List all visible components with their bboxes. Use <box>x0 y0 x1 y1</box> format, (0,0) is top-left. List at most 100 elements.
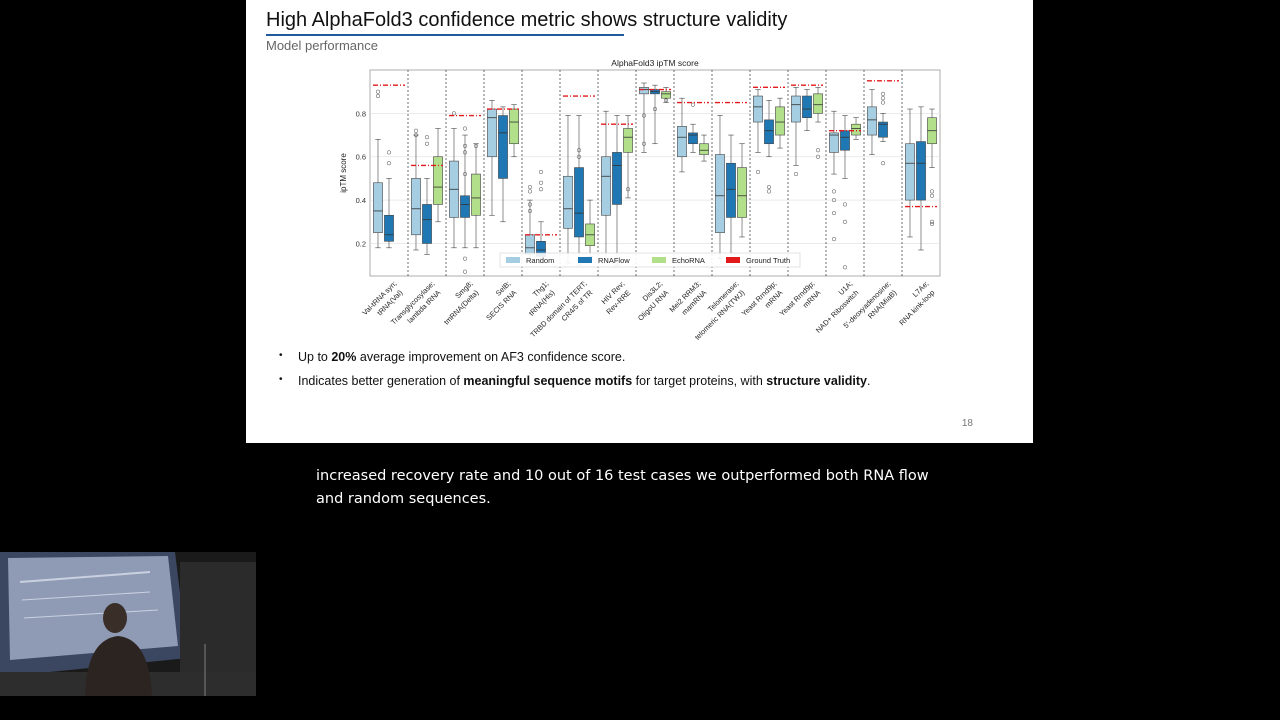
outlier-point <box>766 189 772 194</box>
video-caption: increased recovery rate and 10 out of 16… <box>316 468 929 507</box>
outlier-point <box>462 143 468 148</box>
y-tick-label: 0.6 <box>356 153 366 162</box>
box-random <box>373 182 383 233</box>
outlier-point <box>766 185 772 190</box>
outlier-point <box>880 91 886 96</box>
bullet-1-run-2: average improvement on AF3 confidence sc… <box>356 350 626 364</box>
outlier-point <box>462 256 468 261</box>
box-random <box>487 108 497 158</box>
box-rnaflow <box>612 152 622 205</box>
bullet-text-1: Up to 20% average improvement on AF3 con… <box>298 350 625 364</box>
outlier-point <box>755 169 761 174</box>
slide-subtitle: Model performance <box>266 38 378 53</box>
outlier-point <box>375 89 381 94</box>
outlier-point <box>538 169 544 174</box>
outlier-point <box>815 154 821 159</box>
bullet-item: • Up to 20% average improvement on AF3 c… <box>279 350 625 364</box>
outlier-point <box>842 202 848 207</box>
speaker-video-thumbnail[interactable] <box>0 552 256 696</box>
outlier-point <box>413 133 419 138</box>
box-rnaflow <box>574 167 584 238</box>
outlier-point <box>842 265 848 270</box>
box-rnaflow <box>840 130 850 151</box>
box-rnaflow <box>878 121 888 138</box>
outlier-point <box>690 102 696 107</box>
outlier-point <box>929 219 935 224</box>
outlier-point <box>424 135 430 140</box>
box-random <box>677 126 687 158</box>
bullet-2-run-3: structure validity <box>766 374 867 388</box>
box-random <box>525 234 535 255</box>
outlier-point <box>462 172 468 177</box>
outlier-point <box>831 189 837 194</box>
box-echorna <box>813 93 823 114</box>
bullet-dot: • <box>279 374 283 385</box>
outlier-point <box>538 187 544 192</box>
outlier-point <box>831 237 837 242</box>
box-rnaflow <box>384 214 394 242</box>
box-random <box>905 143 915 201</box>
box-random <box>411 178 421 236</box>
outlier-point <box>831 211 837 216</box>
outlier-point <box>527 208 533 213</box>
bullet-text-2: Indicates better generation of meaningfu… <box>298 374 870 388</box>
bullet-1-run-0: Up to <box>298 350 332 364</box>
box-echorna <box>623 128 633 153</box>
outlier-point <box>462 150 468 155</box>
outlier-point <box>641 113 647 118</box>
box-rnaflow <box>422 204 432 244</box>
outlier-point <box>538 180 544 185</box>
box-rnaflow <box>802 95 812 119</box>
box-random <box>563 175 573 229</box>
legend-label: EchoRNA <box>672 256 705 265</box>
legend-label: Ground Truth <box>746 256 790 265</box>
bullet-2-run-1: meaningful sequence motifs <box>463 374 633 388</box>
box-rnaflow <box>688 132 698 145</box>
legend-swatch <box>652 257 666 263</box>
box-random <box>715 154 725 233</box>
box-random <box>867 106 877 136</box>
outlier-point <box>652 106 658 112</box>
y-tick-label: 0.8 <box>356 109 366 118</box>
box-random <box>829 132 839 153</box>
box-echorna <box>433 156 443 205</box>
iptm-box-plot: AlphaFold3 ipTM score ipTM score 0.2 0.4 0.6… <box>339 58 941 342</box>
box-rnaflow <box>460 195 470 218</box>
outlier-point <box>842 219 848 224</box>
outlier-point <box>831 198 837 203</box>
box-rnaflow <box>916 141 926 201</box>
legend-swatch <box>578 257 592 263</box>
bullet-2-run-4: . <box>867 374 871 388</box>
bullet-2-run-0: Indicates better generation of <box>298 374 464 388</box>
outlier-point <box>793 172 799 177</box>
bullet-item: • Indicates better generation of meaning… <box>279 374 870 388</box>
outlier-point <box>929 221 935 227</box>
outlier-point <box>815 148 821 153</box>
bullet-2-run-2: for target proteins, with <box>632 374 767 388</box>
bullet-1-run-1: 20% <box>331 350 357 364</box>
outlier-point <box>929 193 935 198</box>
outlier-point <box>576 154 582 159</box>
outlier-point <box>880 100 886 105</box>
outlier-point <box>527 202 533 207</box>
outlier-point <box>576 148 582 153</box>
box-echorna <box>737 167 747 218</box>
box-echorna <box>509 108 519 145</box>
outlier-point <box>527 185 533 190</box>
outlier-point <box>375 93 381 99</box>
outlier-point <box>462 126 468 131</box>
box-echorna <box>699 143 709 155</box>
legend-box <box>499 252 801 268</box>
outlier-point <box>413 128 419 133</box>
legend-label: RNAFlow <box>598 256 630 265</box>
legend-swatch <box>726 257 740 263</box>
outlier-point <box>929 189 935 194</box>
legend-label: Random <box>526 256 554 265</box>
outlier-point <box>880 96 886 101</box>
y-tick-label: 0.2 <box>356 239 366 248</box>
outlier-point <box>527 189 533 194</box>
slide-page-number: 18 <box>961 418 973 429</box>
y-tick-label: 0.4 <box>356 196 366 205</box>
box-echorna <box>661 91 671 99</box>
outlier-point <box>663 98 669 103</box>
